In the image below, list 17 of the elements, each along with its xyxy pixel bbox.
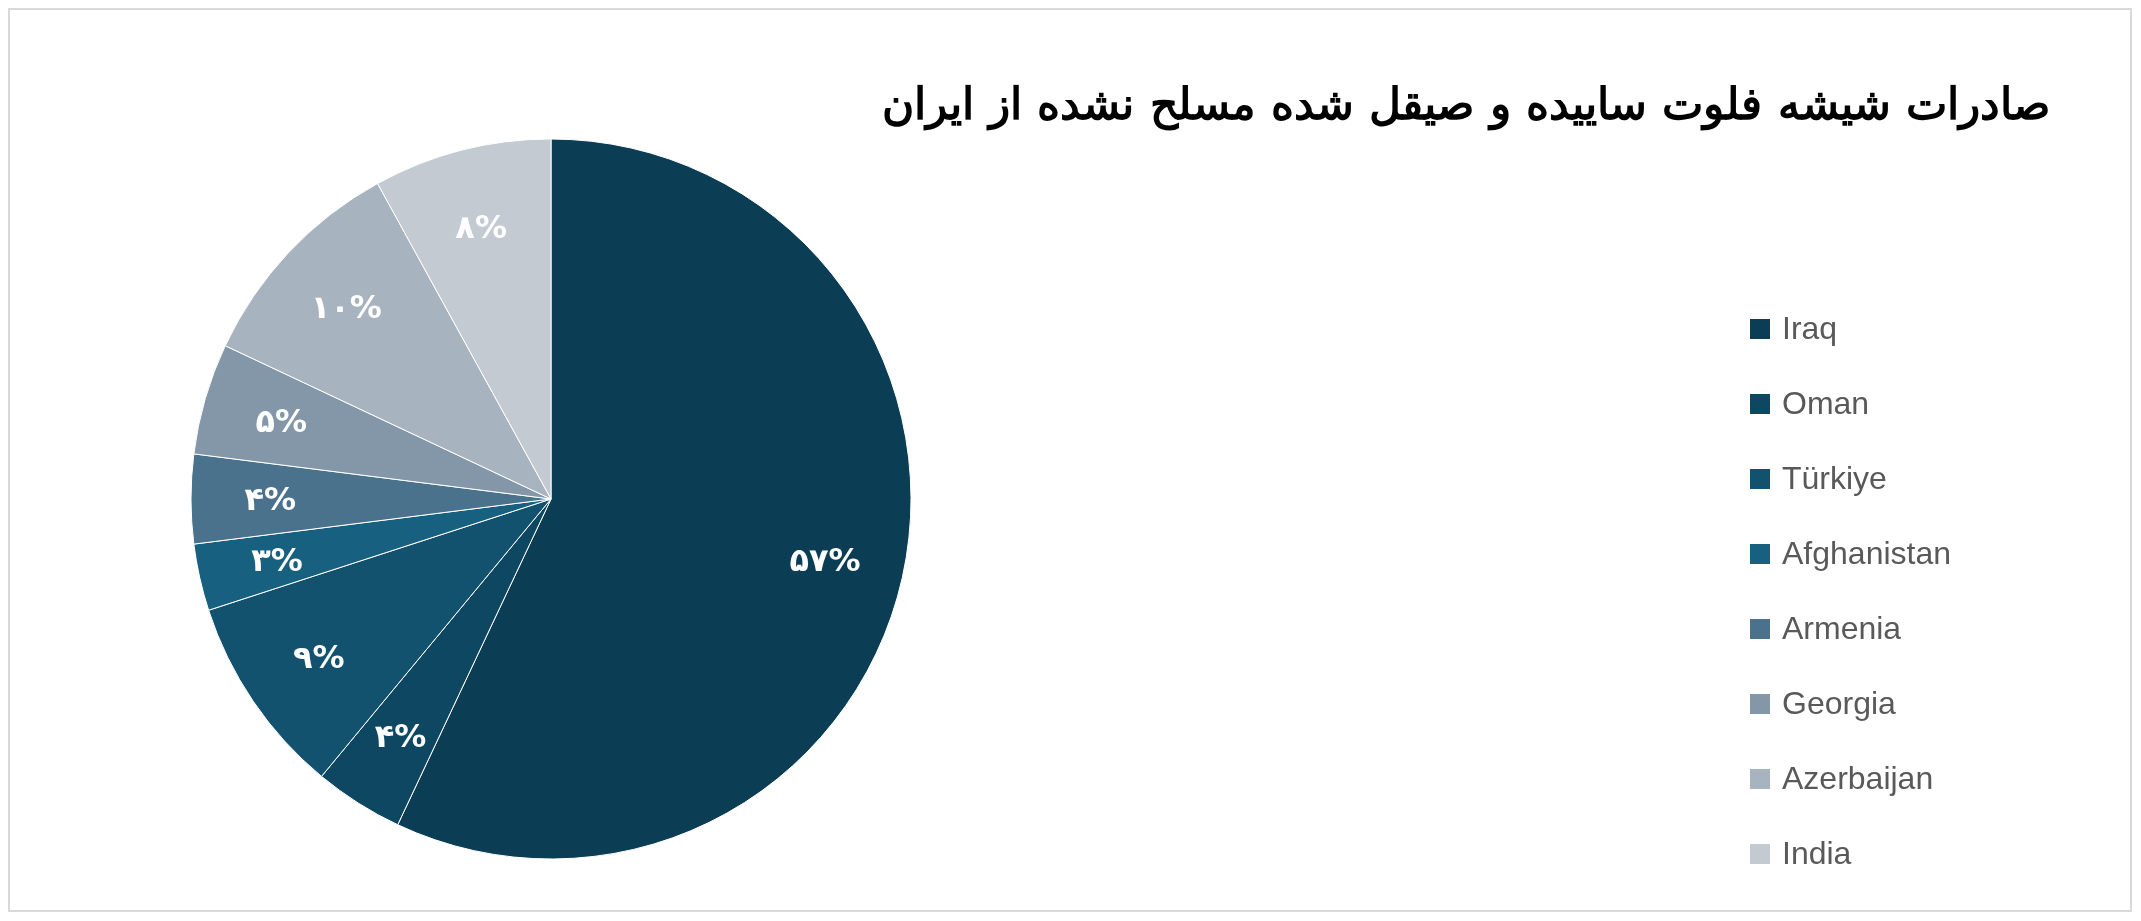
legend-label: Georgia bbox=[1782, 685, 1896, 722]
legend-label: Iraq bbox=[1782, 310, 1838, 347]
legend-label: Azerbaijan bbox=[1782, 760, 1934, 797]
data-label: ۹% bbox=[292, 637, 345, 676]
legend-label: Afghanistan bbox=[1782, 535, 1952, 572]
data-label: ۵۷% bbox=[789, 541, 861, 580]
legend-label: Türkiye bbox=[1782, 460, 1887, 497]
data-label: ۱۰% bbox=[310, 287, 382, 326]
data-label: ۵% bbox=[255, 401, 308, 440]
legend-label: Oman bbox=[1782, 385, 1870, 422]
legend-label: Armenia bbox=[1782, 610, 1902, 647]
data-label: ۴% bbox=[244, 480, 296, 518]
chart-title: صادرات شیشه فلوت ساییده و صیقل شده مسلح نشده از ایران bbox=[881, 78, 2050, 129]
legend-label: India bbox=[1782, 835, 1852, 872]
data-label: ۴% bbox=[374, 717, 427, 756]
data-label: ۸% bbox=[455, 208, 507, 247]
data-label: ۳% bbox=[251, 541, 303, 580]
